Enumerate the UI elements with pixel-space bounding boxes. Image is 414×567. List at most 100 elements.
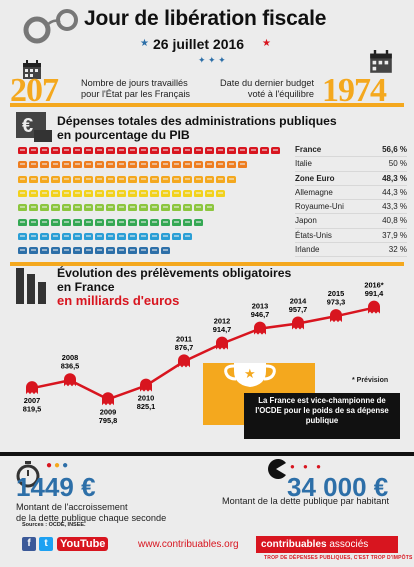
budget-label-line2: voté à l'équilibre	[247, 89, 314, 99]
invader-icon	[84, 189, 93, 197]
website-link[interactable]: www.contribuables.org	[138, 539, 239, 550]
spending-value: 48,3 %	[382, 173, 407, 183]
handcuffs-icon	[23, 9, 78, 44]
days-worked-label: Nombre de jours travaillés pour l'État p…	[81, 78, 190, 100]
page-title: Jour de libération fiscale	[84, 7, 327, 30]
invader-icon	[216, 147, 225, 154]
invader-icon	[172, 218, 181, 226]
invader-icon	[205, 175, 214, 183]
invader-icon	[271, 147, 280, 154]
invader-icon	[29, 175, 38, 183]
levies-title: Évolution des prélèvements obligatoires …	[57, 266, 291, 308]
invader-icon	[128, 161, 137, 169]
invader-icon	[29, 161, 38, 169]
invader-icon	[51, 147, 60, 154]
year-label: 2009	[100, 407, 116, 416]
ghost-marker	[254, 321, 266, 335]
invader-icon	[62, 175, 71, 183]
invader-icon	[227, 161, 236, 169]
debt-rate-label: Montant de l'accroissement de la dette p…	[16, 502, 166, 524]
invader-icon	[40, 247, 49, 255]
invader-icon	[172, 204, 181, 212]
invader-icon	[84, 161, 93, 169]
svg-text:€: €	[22, 115, 33, 137]
ghost-marker	[64, 373, 76, 387]
value-label: 973,3	[327, 298, 346, 307]
spending-value: 32 %	[388, 245, 407, 255]
debt-per-capita-label: Montant de la dette publique par habitan…	[222, 496, 390, 506]
contribuables-logo: contribuables associés	[256, 536, 398, 553]
invader-icon	[40, 189, 49, 197]
logo-text-bold: contribuables	[261, 539, 327, 550]
value-label: 876,7	[175, 343, 194, 352]
twitter-icon[interactable]: t	[39, 537, 53, 551]
value-label: 836,5	[61, 362, 80, 371]
spending-bar	[18, 204, 214, 212]
ghost-marker	[216, 336, 228, 350]
invader-icon	[51, 218, 60, 226]
invader-icon	[205, 161, 214, 169]
invader-icon	[84, 247, 93, 255]
invader-icon	[84, 218, 93, 226]
svg-text:★: ★	[244, 366, 256, 381]
invader-icon	[40, 218, 49, 226]
invader-icon	[183, 175, 192, 183]
invader-icon	[106, 232, 115, 240]
invader-icon	[249, 147, 258, 154]
invader-icon	[18, 161, 27, 169]
invader-icon	[95, 204, 104, 212]
calendar-icon	[23, 60, 41, 79]
spending-value: 44,3 %	[382, 187, 407, 197]
calendar-icon	[370, 50, 392, 73]
invader-icon	[106, 175, 115, 183]
star-icon: ★	[140, 38, 149, 49]
invader-icon	[51, 232, 60, 240]
spending-title: Dépenses totales des administrations pub…	[57, 114, 337, 142]
invader-icon	[95, 161, 104, 169]
section-divider	[0, 452, 414, 456]
header-date: 26 juillet 2016	[153, 36, 245, 52]
trophy-icon: ★	[224, 363, 276, 387]
invader-icon	[161, 161, 170, 169]
invader-icon	[62, 204, 71, 212]
spending-bar	[18, 232, 192, 241]
invader-icon	[139, 204, 148, 212]
facebook-icon[interactable]: f	[22, 537, 36, 551]
year-label: 2011	[176, 334, 192, 343]
invader-icon	[18, 189, 27, 197]
invader-icon	[73, 218, 82, 226]
year-label: 2013	[252, 302, 268, 311]
invader-icon	[194, 218, 203, 226]
spending-row: Zone Euro 48,3 %	[295, 172, 407, 186]
invader-icon	[172, 175, 181, 183]
invader-icon	[73, 147, 82, 154]
invader-icon	[117, 218, 126, 226]
invader-icon	[183, 218, 192, 226]
invader-icon	[161, 247, 170, 255]
invader-icon	[51, 189, 60, 197]
invader-icon	[139, 189, 148, 197]
invader-icon	[205, 189, 214, 197]
spending-title-line2: en pourcentage du PIB	[57, 128, 190, 142]
invader-icon	[216, 175, 225, 183]
trophy-caption: La France est vice-championne de l'OCDE …	[244, 393, 400, 439]
invader-icon	[183, 147, 192, 154]
invader-icon	[18, 204, 27, 212]
invader-icon	[18, 232, 27, 240]
invader-icon	[161, 147, 170, 154]
invader-icon	[216, 189, 225, 197]
year-label: 2014	[290, 296, 307, 305]
invader-icon	[238, 161, 247, 169]
spending-row: Italie 50 %	[295, 157, 407, 172]
invader-icon	[62, 147, 71, 154]
invader-icon	[73, 204, 82, 212]
invader-icon	[194, 175, 203, 183]
value-label: 914,7	[213, 325, 232, 334]
invader-icon	[117, 232, 126, 240]
invader-icon	[139, 147, 148, 154]
invader-icon	[194, 161, 203, 169]
value-label: 825,1	[137, 402, 156, 411]
youtube-icon[interactable]: YouTube	[57, 537, 109, 551]
invader-icon	[62, 247, 71, 255]
invader-icon	[260, 147, 269, 154]
